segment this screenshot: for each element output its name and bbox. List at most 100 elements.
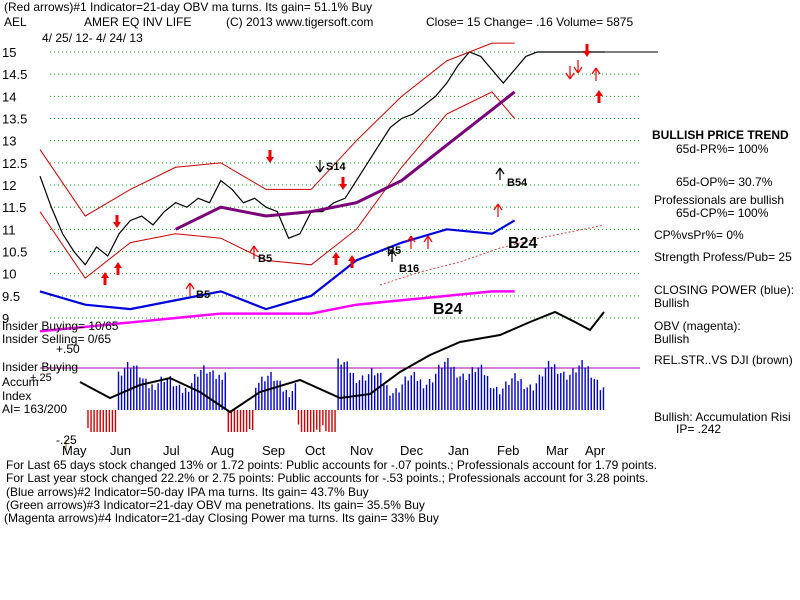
signal-label: B16	[399, 263, 419, 275]
buy-arrow-outline-icon	[423, 235, 433, 249]
sell-arrow-icon	[113, 215, 121, 228]
sell-arrow-outline-icon	[573, 60, 583, 74]
buy-arrow-outline-icon	[406, 235, 416, 249]
insider-buying-label: Insider Buying	[2, 360, 79, 374]
footer-green-arrows: (Green arrows)#3 Indicator=21-day OBV ma…	[6, 498, 425, 512]
buy-arrow-icon	[332, 252, 340, 265]
month-label: Aug	[211, 443, 234, 458]
insider-buying: Insider Buying= 10/65	[2, 319, 119, 333]
chart-annotations: S14 B54 B24 B24 B5 B5 B16 B5	[101, 44, 603, 318]
lower-band-line	[39, 91, 515, 279]
month-label: Jan	[448, 443, 469, 458]
y-tick-label: 10	[2, 267, 16, 282]
gridlines	[40, 51, 640, 452]
signal-label: B5	[196, 289, 210, 301]
signal-label: B54	[507, 177, 528, 189]
professionals-status: Professionals are bullish	[654, 193, 785, 207]
footer-line-65d: For Last 65 days stock changed 13% or 1.…	[6, 458, 658, 472]
accum-plus25: +.25	[30, 372, 52, 384]
pr-value: 65d-PR%= 100%	[676, 142, 769, 156]
footer-blue-arrows: (Blue arrows)#2 Indicator=50-day IPA ma …	[6, 485, 369, 499]
y-tick-label: 15	[2, 45, 16, 60]
buy-arrow-outline-icon	[249, 245, 259, 259]
buy-arrow-outline-icon	[591, 67, 601, 81]
accum-minus25: -.25	[56, 433, 77, 447]
sell-arrow-icon	[266, 150, 274, 163]
y-tick-label: 13.5	[2, 112, 27, 127]
y-tick-label: 11.5	[2, 200, 26, 215]
buy-arrow-icon	[595, 90, 603, 103]
month-label: Feb	[497, 443, 519, 458]
company-name: AMER EQ INV LIFE	[84, 15, 192, 29]
y-tick-label: 13	[2, 134, 16, 149]
y-tick-label: 9.5	[2, 289, 20, 304]
quote-info: Close= 15 Change= .16 Volume= 5875	[426, 15, 634, 29]
month-label: Mar	[546, 443, 569, 458]
sell-arrow-outline-icon	[565, 66, 575, 80]
relstr-label: REL.STR..VS DJI (brown)	[654, 353, 793, 367]
buy-arrow-icon	[114, 262, 122, 275]
ip-value: IP= .242	[676, 422, 722, 436]
footer-line-year: For Last year stock changed 22.2% or 2.7…	[6, 471, 649, 485]
signal-label: B24	[508, 235, 537, 252]
ticker: AEL	[4, 15, 27, 29]
buy-arrow-outline-icon	[185, 282, 195, 296]
month-label: Oct	[305, 443, 326, 458]
closing-power-label: CLOSING POWER (blue):	[654, 283, 795, 297]
chart-lines	[39, 42, 658, 414]
ai-value: AI= 163/200	[2, 402, 68, 416]
y-tick-label: 9	[2, 311, 9, 326]
footer-magenta-arrows: (Magenta arrows)#4 Indicator=21-day Clos…	[4, 511, 439, 525]
price-line	[39, 51, 605, 266]
index-label: Index	[2, 389, 32, 403]
ma50-line	[174, 90, 516, 231]
month-label: Jun	[110, 443, 131, 458]
upper-band-line	[39, 42, 515, 217]
signal-label: B5	[387, 245, 401, 257]
date-range: 4/ 25/ 12- 4/ 24/ 13	[42, 31, 143, 45]
y-tick-label: 14.5	[2, 67, 27, 82]
op-value: 65d-OP%= 30.7%	[676, 175, 773, 189]
y-tick-label: 11	[2, 222, 16, 237]
obv-line	[39, 290, 515, 333]
y-axis-ticks: 15 14.5 14 13.5 13 12.5 12 11.5 11 10.5 10 9.5 9	[2, 45, 27, 326]
x-axis-months: May Jun Jul Aug Sep Oct Nov Dec Jan Feb Mar Apr	[62, 443, 606, 458]
obv-ma-line	[379, 224, 605, 286]
rel-strength-line	[79, 310, 605, 414]
closing-power-line	[39, 219, 516, 311]
month-label: Nov	[350, 443, 374, 458]
signal-label: B24	[433, 301, 462, 318]
y-tick-label: 10.5	[2, 245, 27, 260]
accumulation-histogram	[87, 357, 605, 432]
obv-value: Bullish	[654, 332, 690, 346]
header-indicator-line: (Red arrows)#1 Indicator=21-day OBV ma t…	[4, 0, 373, 14]
copyright: (C) 2013 www.tigersoft.com	[226, 15, 374, 29]
month-label: Sep	[262, 443, 285, 458]
cp-vs-pr: CP%vsPr%= 0%	[654, 228, 744, 242]
accum-label: Accum	[2, 375, 39, 389]
sell-arrow-icon	[339, 177, 347, 190]
closing-power-value: Bullish	[654, 296, 690, 310]
month-label: Apr	[585, 443, 606, 458]
insider-selling: Insider Selling= 0/65	[2, 332, 112, 346]
month-label: Jul	[163, 443, 180, 458]
y-tick-label: 12	[2, 178, 16, 193]
buy-arrow-icon	[101, 272, 109, 285]
y-tick-label: 14	[2, 89, 16, 104]
buy-arrow-icon	[348, 255, 356, 268]
strength: Strength Profess/Pub= 25	[654, 250, 792, 264]
black-sell-arrow-icon	[315, 160, 325, 173]
month-label: May	[62, 443, 87, 458]
black-buy-arrow-icon	[387, 249, 397, 262]
trend-title: BULLISH PRICE TREND	[652, 128, 789, 142]
black-buy-arrow-icon	[495, 167, 505, 180]
signal-label: B5	[258, 253, 272, 265]
obv-label: OBV (magenta):	[654, 319, 741, 333]
accum-status: Bullish: Accumulation Risi	[654, 410, 791, 424]
signal-label: S14	[326, 161, 346, 173]
sell-arrow-icon	[583, 44, 591, 57]
cp-value: 65d-CP%= 100%	[676, 206, 769, 220]
accum-plus50: +.50	[56, 342, 80, 356]
month-label: Dec	[400, 443, 424, 458]
